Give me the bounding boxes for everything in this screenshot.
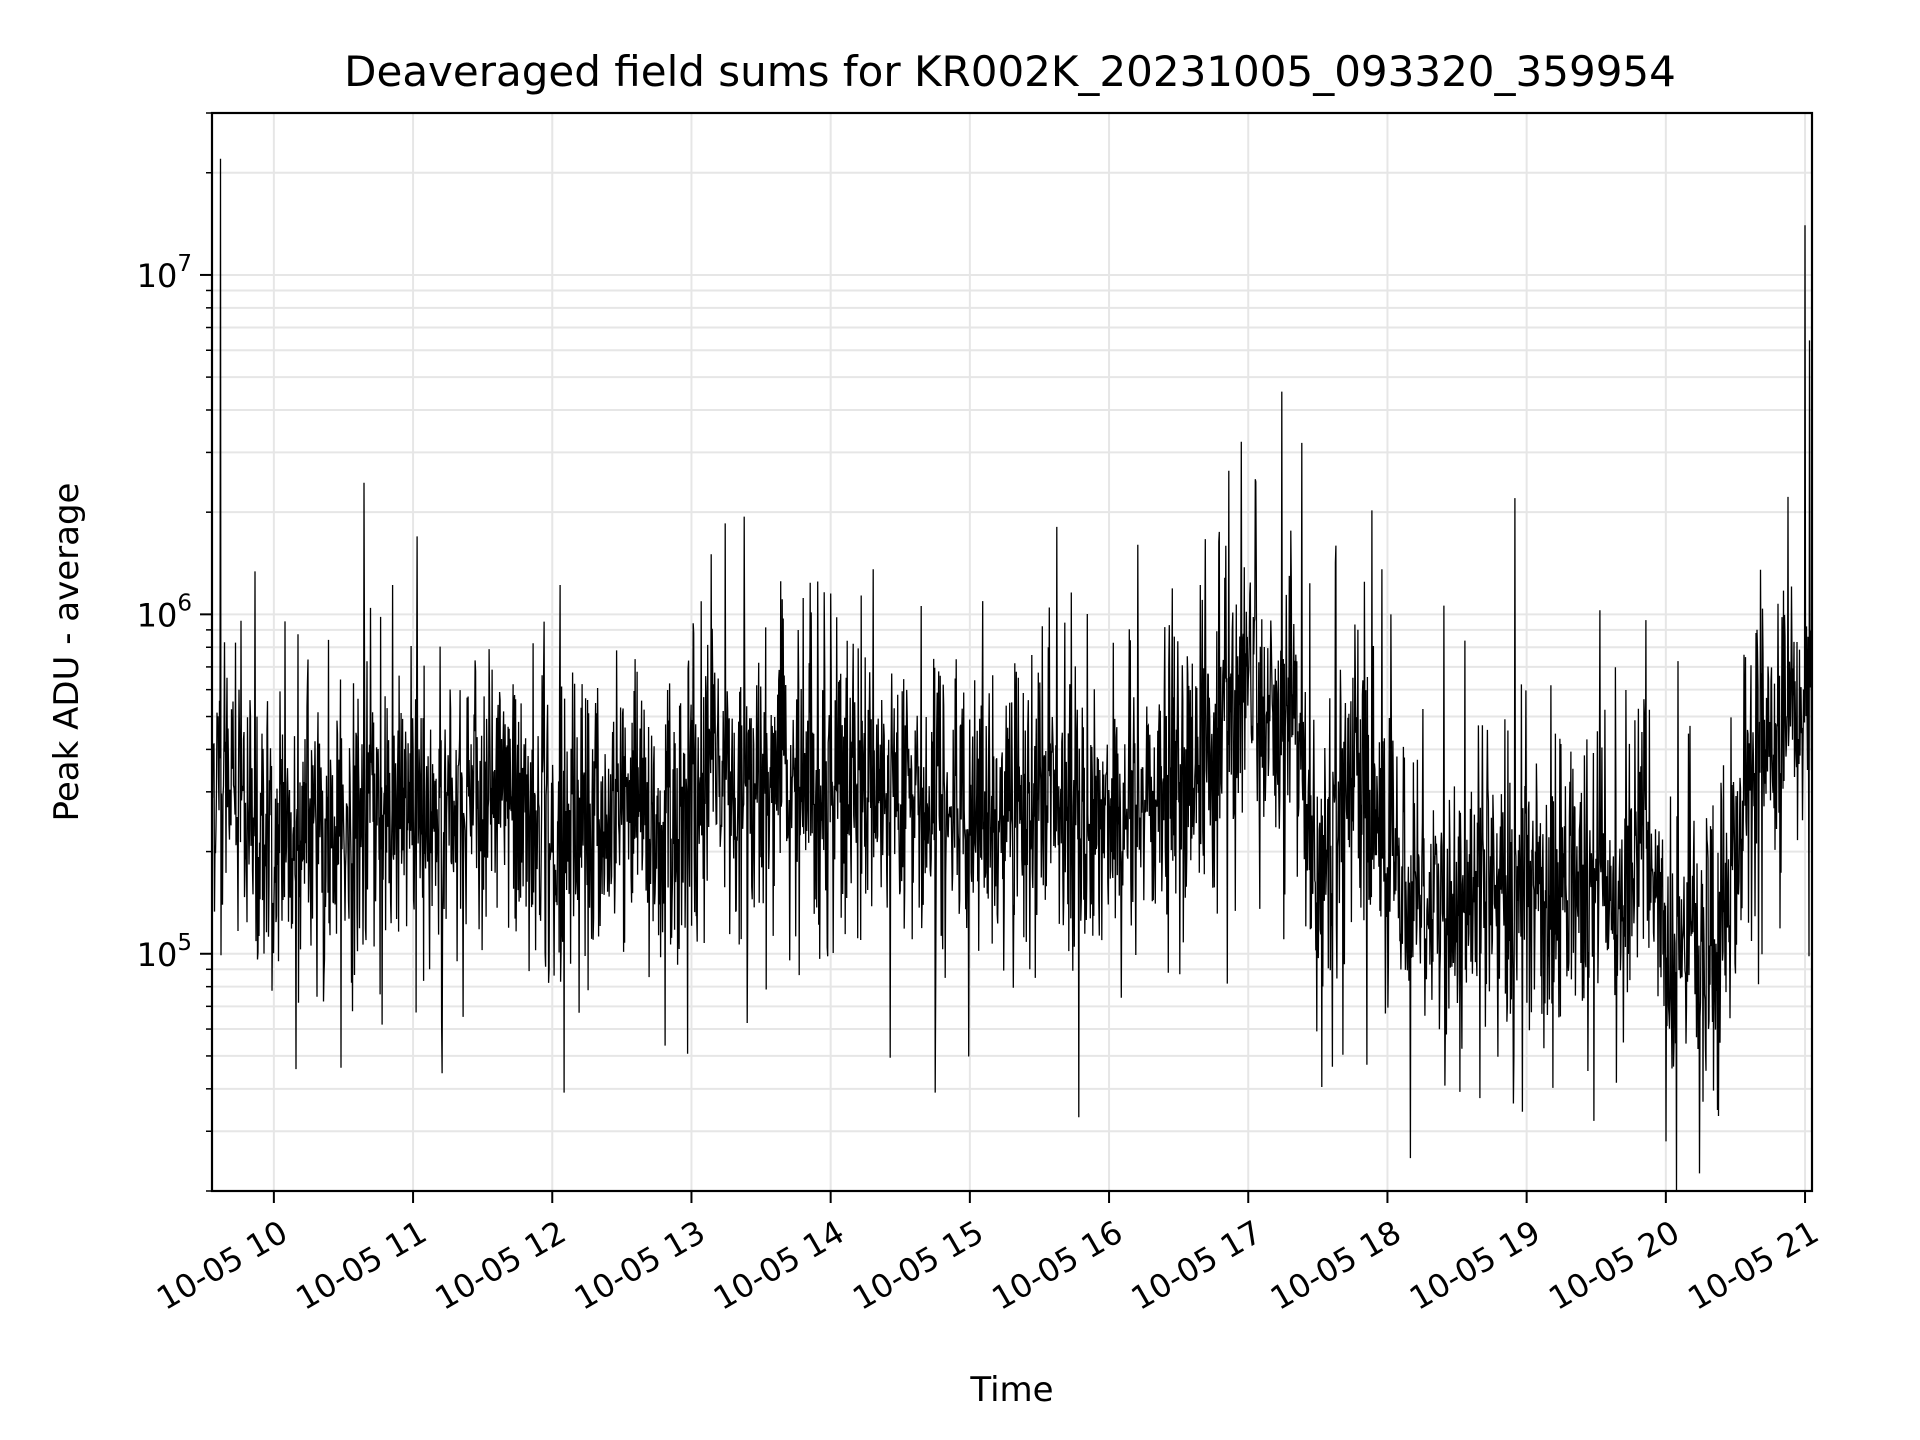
data-series <box>211 158 1813 1192</box>
x-axis-label: Time <box>969 1370 1053 1410</box>
y-tick-exponent: 6 <box>177 590 192 616</box>
y-tick-exponent: 5 <box>177 930 192 956</box>
y-axis-label: Peak ADU - average <box>47 483 87 822</box>
y-tick-label: 107 <box>137 251 192 295</box>
series-line <box>211 158 1813 1192</box>
y-tick-exponent: 7 <box>177 251 192 277</box>
plot-frame <box>210 111 1814 1193</box>
chart-title: Deaveraged field sums for KR002K_2023100… <box>344 47 1676 96</box>
y-tick-base: 10 <box>137 596 178 634</box>
y-tick-label: 106 <box>137 590 192 634</box>
y-tick-base: 10 <box>137 257 178 295</box>
y-tick-label: 105 <box>137 930 192 974</box>
y-tick-base: 10 <box>137 936 178 974</box>
